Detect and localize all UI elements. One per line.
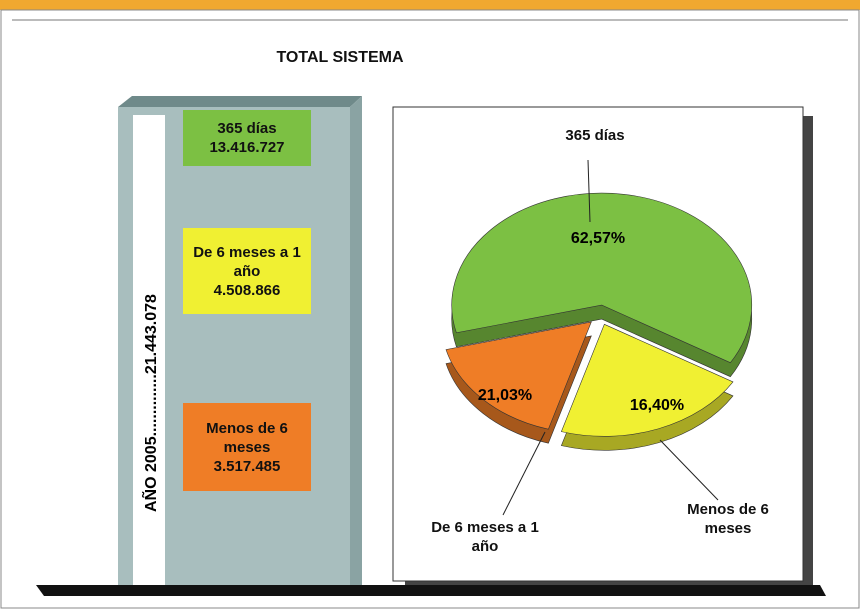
pie-category-label: 365 días — [565, 127, 625, 144]
box-title: 365 días — [217, 120, 277, 137]
box-value: 4.508.866 — [213, 281, 281, 299]
leader-line — [659, 439, 719, 501]
leader-line — [587, 159, 591, 223]
floor — [36, 585, 826, 596]
top-band — [0, 0, 860, 10]
column-box: 365 días 13.416.727 — [183, 110, 311, 166]
pie-slice — [451, 192, 753, 364]
column-label: AÑO 2005..............21.443.078 — [140, 294, 160, 512]
leader-line — [502, 431, 546, 516]
title: TOTAL SISTEMA — [276, 49, 404, 66]
pie-category-label: Menos de 6 meses — [687, 501, 769, 537]
pie-value-label: 62,57% — [571, 230, 625, 247]
pie-category-label: De 6 meses a 1 año — [431, 519, 539, 555]
box-title: De 6 meses a 1 año — [193, 243, 301, 280]
column-box: De 6 meses a 1 año 4.508.866 — [183, 228, 311, 314]
box-value: 13.416.727 — [209, 139, 285, 156]
box-title: Menos de 6 meses — [206, 419, 288, 456]
pie-slice — [560, 323, 734, 437]
pie-value-label: 16,40% — [630, 397, 684, 414]
pie-value-label: 21,03% — [478, 387, 532, 404]
column-top — [118, 96, 362, 107]
pie-slice — [445, 321, 592, 430]
column-side — [350, 96, 362, 596]
box-value: 3.517.485 — [213, 457, 281, 475]
outer-frame — [0, 9, 860, 609]
column-box: Menos de 6 meses 3.517.485 — [183, 403, 311, 491]
column-strip — [133, 115, 165, 593]
